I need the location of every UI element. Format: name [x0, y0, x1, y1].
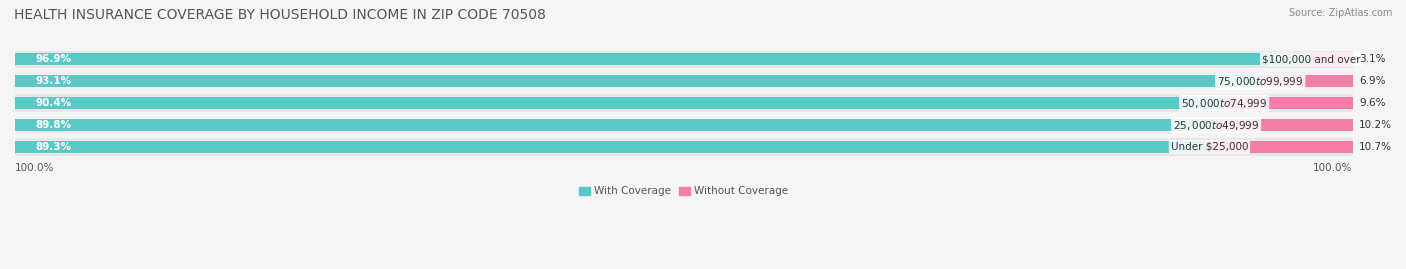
Text: 93.1%: 93.1% [35, 76, 72, 86]
Text: Source: ZipAtlas.com: Source: ZipAtlas.com [1288, 8, 1392, 18]
Bar [15, 75, 1260, 87]
Text: 100.0%: 100.0% [15, 163, 55, 173]
Text: 10.7%: 10.7% [1360, 142, 1392, 152]
Text: $50,000 to $74,999: $50,000 to $74,999 [1181, 97, 1267, 110]
Text: $100,000 and over: $100,000 and over [1261, 54, 1361, 64]
Bar [1225, 97, 1353, 109]
Bar [15, 72, 1353, 90]
Text: 89.8%: 89.8% [35, 120, 72, 130]
Text: 96.9%: 96.9% [35, 54, 72, 64]
Text: 90.4%: 90.4% [35, 98, 72, 108]
Bar [15, 94, 1353, 112]
Bar [1310, 53, 1353, 65]
Text: 100.0%: 100.0% [1313, 163, 1353, 173]
Text: 89.3%: 89.3% [35, 142, 72, 152]
Text: 10.2%: 10.2% [1360, 120, 1392, 130]
Bar [15, 51, 1353, 68]
Text: Under $25,000: Under $25,000 [1171, 142, 1249, 152]
Legend: With Coverage, Without Coverage: With Coverage, Without Coverage [579, 186, 789, 196]
Bar [15, 116, 1353, 134]
Bar [15, 97, 1225, 109]
Text: $25,000 to $49,999: $25,000 to $49,999 [1173, 119, 1260, 132]
Bar [15, 53, 1310, 65]
Text: 6.9%: 6.9% [1360, 76, 1386, 86]
Bar [1260, 75, 1353, 87]
Text: $75,000 to $99,999: $75,000 to $99,999 [1218, 75, 1303, 88]
Bar [1209, 141, 1353, 153]
Bar [15, 141, 1209, 153]
Bar [15, 138, 1353, 156]
Text: HEALTH INSURANCE COVERAGE BY HOUSEHOLD INCOME IN ZIP CODE 70508: HEALTH INSURANCE COVERAGE BY HOUSEHOLD I… [14, 8, 546, 22]
Text: 9.6%: 9.6% [1360, 98, 1386, 108]
Bar [15, 119, 1216, 131]
Text: 3.1%: 3.1% [1360, 54, 1386, 64]
Bar [1216, 119, 1353, 131]
